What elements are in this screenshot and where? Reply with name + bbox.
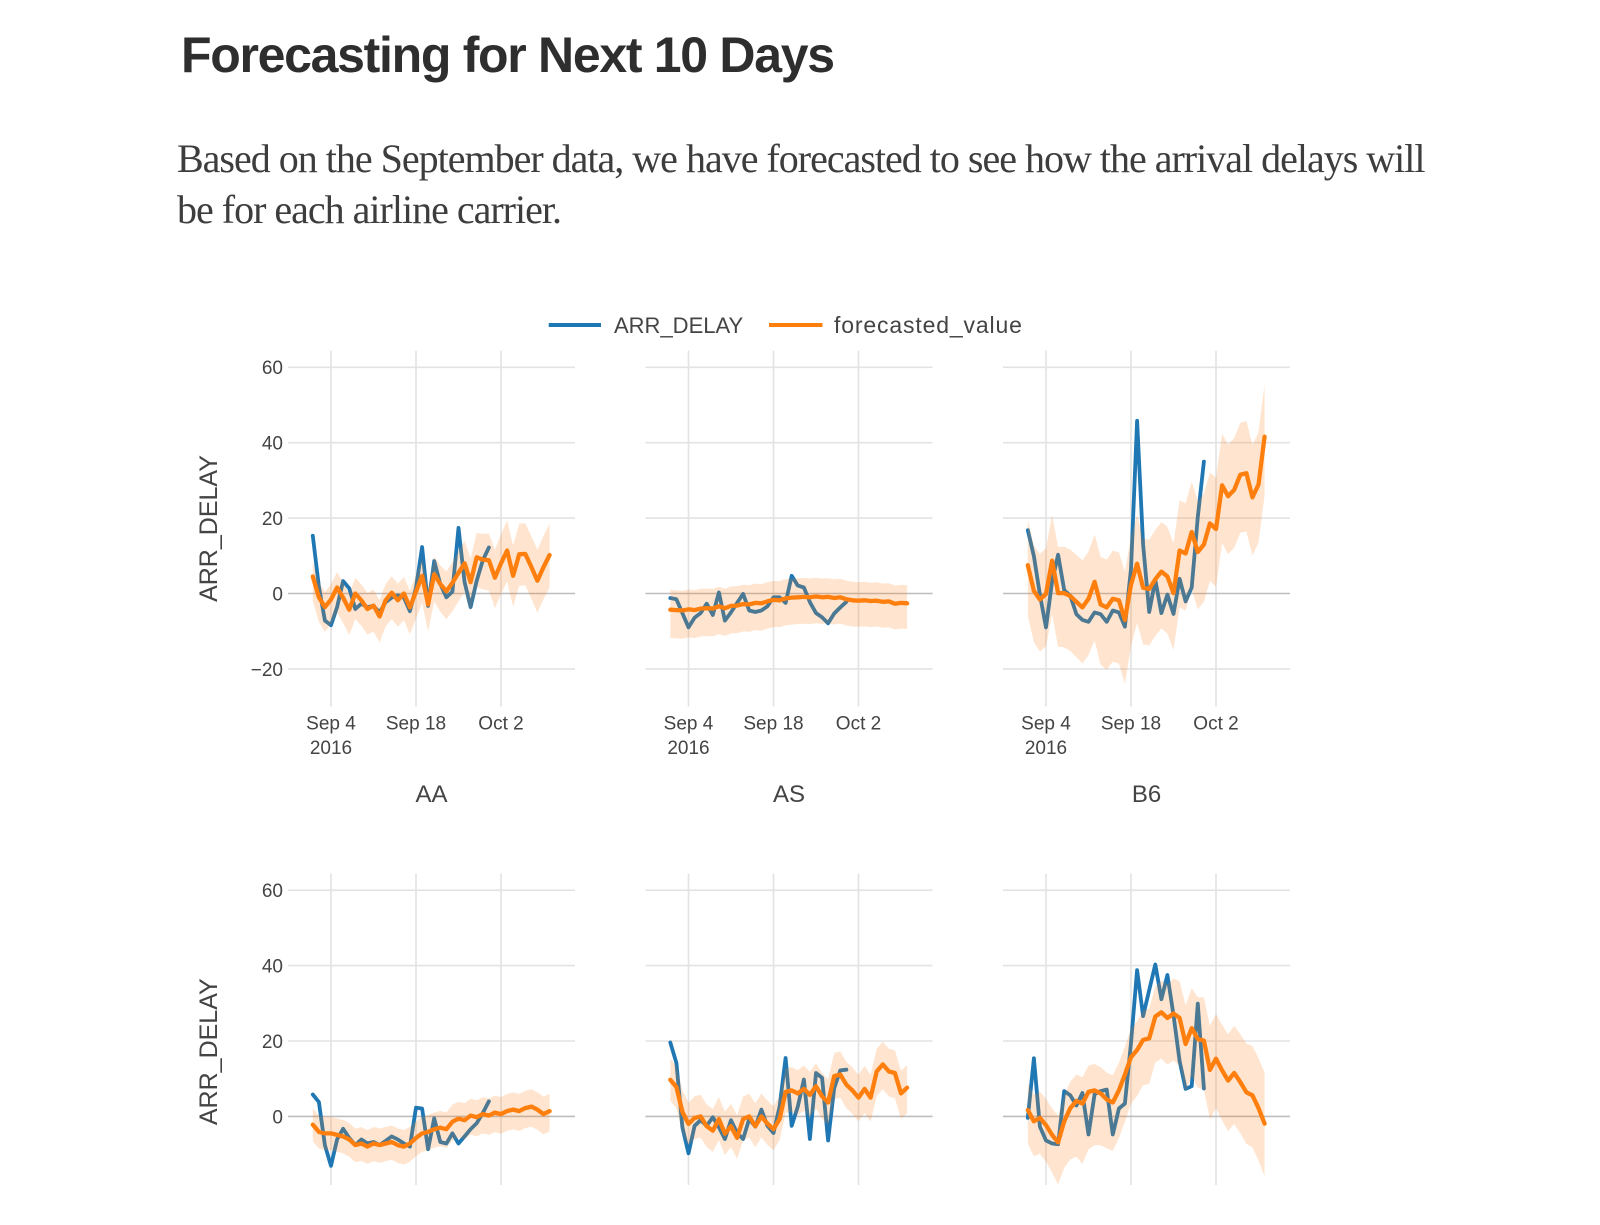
- svg-text:60: 60: [262, 881, 283, 902]
- svg-text:ARR_DELAY: ARR_DELAY: [195, 455, 223, 602]
- svg-text:40: 40: [262, 434, 283, 455]
- svg-text:0: 0: [272, 584, 283, 605]
- svg-text:forecasted_value: forecasted_value: [834, 312, 1023, 338]
- svg-text:0: 0: [272, 1107, 283, 1128]
- svg-text:20: 20: [262, 509, 283, 530]
- svg-text:AA: AA: [415, 781, 447, 808]
- svg-text:AS: AS: [773, 781, 805, 808]
- svg-text:Sep 4: Sep 4: [1021, 714, 1071, 735]
- svg-text:Sep 18: Sep 18: [1101, 714, 1161, 735]
- svg-text:20: 20: [262, 1032, 283, 1053]
- svg-text:Sep 4: Sep 4: [306, 714, 356, 735]
- svg-text:2016: 2016: [667, 738, 709, 759]
- svg-text:Oct 2: Oct 2: [478, 714, 523, 735]
- svg-text:2016: 2016: [1025, 738, 1067, 759]
- svg-text:ARR_DELAY: ARR_DELAY: [195, 978, 223, 1125]
- svg-text:ARR_DELAY: ARR_DELAY: [614, 313, 744, 338]
- svg-text:B6: B6: [1132, 781, 1161, 808]
- svg-text:60: 60: [262, 358, 283, 379]
- svg-text:Oct 2: Oct 2: [836, 714, 881, 735]
- svg-text:40: 40: [262, 957, 283, 978]
- svg-text:−20: −20: [251, 660, 283, 681]
- svg-text:2016: 2016: [310, 738, 352, 759]
- svg-text:Sep 4: Sep 4: [664, 714, 714, 735]
- svg-text:Sep 18: Sep 18: [743, 714, 803, 735]
- svg-text:Oct 2: Oct 2: [1193, 714, 1238, 735]
- svg-text:Sep 18: Sep 18: [386, 714, 446, 735]
